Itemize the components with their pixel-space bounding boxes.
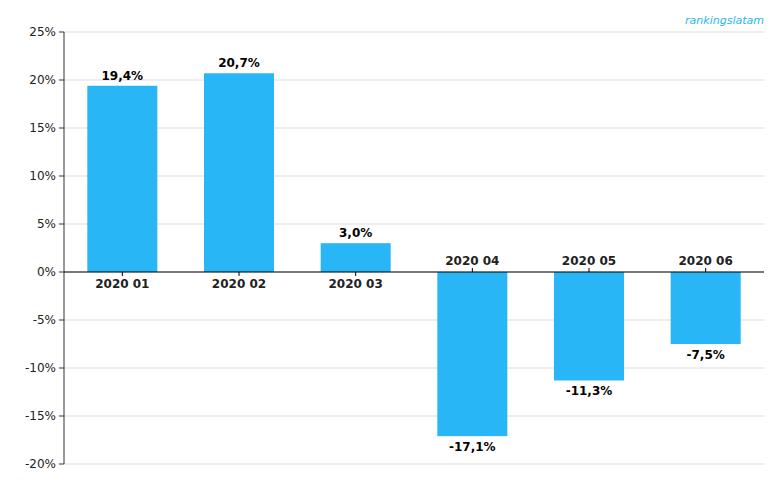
y-tick xyxy=(59,320,64,321)
y-axis-line xyxy=(64,32,65,464)
y-tick xyxy=(59,224,64,225)
y-tick-label: 5% xyxy=(37,217,56,231)
y-tick xyxy=(59,80,64,81)
bar xyxy=(437,272,507,436)
x-tick xyxy=(239,272,240,276)
category-label: 2020 05 xyxy=(562,254,616,268)
category-label: 2020 02 xyxy=(212,277,266,291)
y-tick xyxy=(59,128,64,129)
x-tick xyxy=(705,268,706,272)
y-tick-label: 20% xyxy=(29,73,56,87)
y-tick-label: -10% xyxy=(25,361,56,375)
category-label: 2020 03 xyxy=(329,277,383,291)
chart: -20% -15% -10% -5% 0% 5% 10% 15% 20% 25% 2020 01 19… xyxy=(0,0,784,484)
bar xyxy=(321,243,391,272)
grid-line xyxy=(64,128,764,129)
y-tick xyxy=(59,32,64,33)
x-tick xyxy=(589,268,590,272)
y-tick-label: -15% xyxy=(25,409,56,423)
bar xyxy=(554,272,624,380)
category-label: 2020 01 xyxy=(95,277,149,291)
y-tick-label: -5% xyxy=(33,313,56,327)
grid-line xyxy=(64,464,764,465)
grid-line xyxy=(64,368,764,369)
grid xyxy=(64,32,764,464)
bar xyxy=(671,272,741,344)
x-tick xyxy=(472,268,473,272)
data-label: 20,7% xyxy=(218,56,260,70)
bars xyxy=(87,73,740,436)
x-tick xyxy=(355,272,356,276)
grid-line xyxy=(64,320,764,321)
data-label: -11,3% xyxy=(566,384,613,398)
y-tick xyxy=(59,176,64,177)
y-tick-label: 10% xyxy=(29,169,56,183)
y-tick xyxy=(59,368,64,369)
data-label: 19,4% xyxy=(102,69,144,83)
bar xyxy=(87,86,157,272)
grid-line xyxy=(64,176,764,177)
watermark: rankingslatam xyxy=(685,14,764,27)
y-tick-label: 0% xyxy=(37,265,56,279)
y-tick xyxy=(59,416,64,417)
category-label: 2020 06 xyxy=(679,254,733,268)
grid-line xyxy=(64,416,764,417)
labels: 2020 01 19,4% 2020 02 20,7% 2020 03 3,0% 2020 … xyxy=(95,56,733,454)
y-tick-label: 15% xyxy=(29,121,56,135)
grid-line xyxy=(64,272,764,273)
grid-line xyxy=(64,80,764,81)
zero-line xyxy=(64,271,764,272)
y-tick xyxy=(59,464,64,465)
data-label: -17,1% xyxy=(449,440,496,454)
y-tick-label: -20% xyxy=(25,457,56,471)
data-label: -7,5% xyxy=(687,348,725,362)
grid-line xyxy=(64,32,764,33)
y-axis: -20% -15% -10% -5% 0% 5% 10% 15% 20% 25% xyxy=(25,25,64,471)
bar xyxy=(204,73,274,272)
category-label: 2020 04 xyxy=(445,254,499,268)
x-tick xyxy=(122,272,123,276)
y-tick xyxy=(59,272,64,273)
y-tick-label: 25% xyxy=(29,25,56,39)
data-label: 3,0% xyxy=(339,226,372,240)
grid-line xyxy=(64,224,764,225)
